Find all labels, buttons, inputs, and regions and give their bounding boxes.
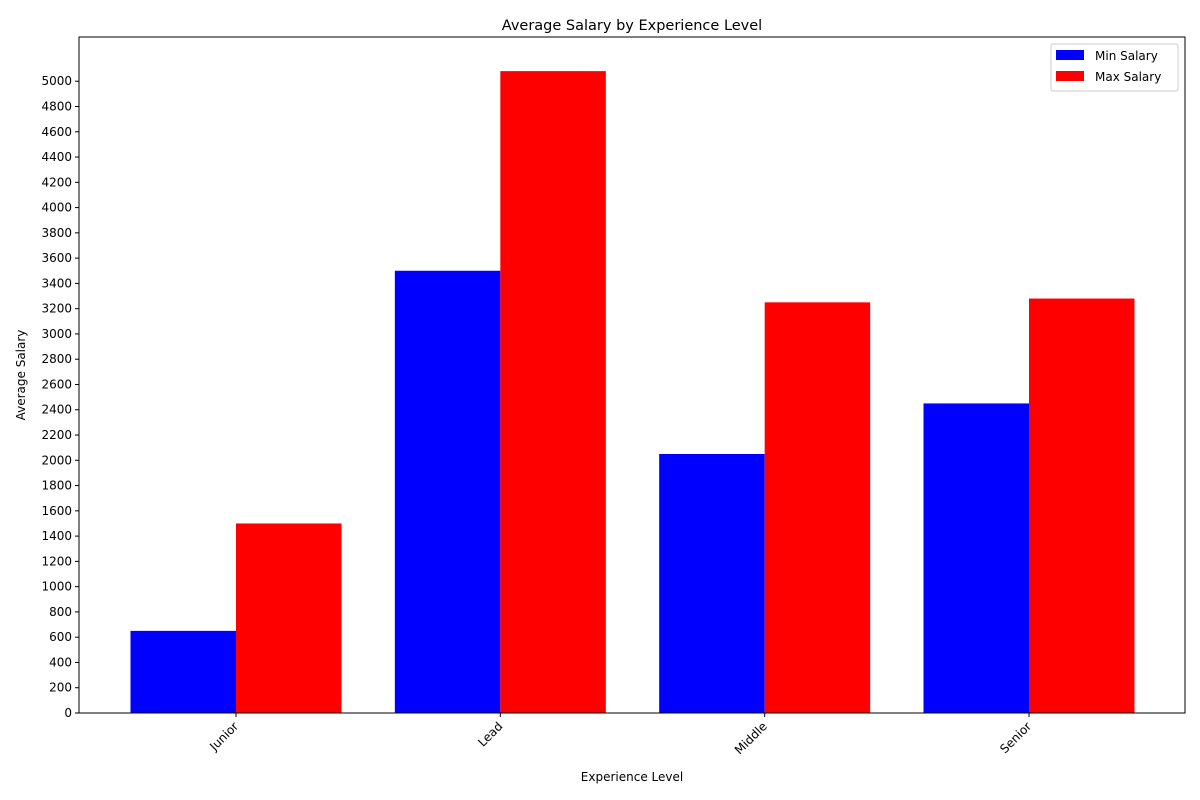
- legend: Min Salary Max Salary: [1050, 43, 1179, 92]
- bars-group: [130, 71, 1135, 713]
- y-tick-label: 3400: [41, 276, 72, 290]
- bar-junior-max: [236, 523, 342, 713]
- y-tick-label: 400: [49, 655, 72, 669]
- y-tick-label: 200: [49, 681, 72, 695]
- y-tick-label: 3600: [41, 251, 72, 265]
- y-tick-label: 1400: [41, 529, 72, 543]
- y-tick-label: 1600: [41, 504, 72, 518]
- legend-swatch-max: [1056, 71, 1084, 81]
- y-tick-label: 1800: [41, 479, 72, 493]
- y-tick-label: 3200: [41, 302, 72, 316]
- y-tick-label: 2200: [41, 428, 72, 442]
- y-tick-label: 2000: [41, 453, 72, 467]
- x-tick-label: Lead: [475, 719, 505, 749]
- legend-label-max: Max Salary: [1095, 70, 1161, 84]
- plot-frame: [78, 36, 1186, 714]
- y-tick-label: 4000: [41, 201, 72, 215]
- y-axis-label: Average Salary: [14, 330, 28, 421]
- y-axis: 0 200 400 600 800 1000 1200 1400 1600 1800 2000 220…: [41, 74, 79, 720]
- y-tick-label: 800: [49, 605, 72, 619]
- bar-middle-max: [764, 302, 871, 713]
- legend-swatch-min: [1056, 50, 1084, 60]
- bar-lead-min: [394, 270, 501, 713]
- bar-senior-max: [1029, 298, 1135, 713]
- y-tick-label: 2800: [41, 352, 72, 366]
- y-tick-label: 4600: [41, 125, 72, 139]
- x-tick-label: Middle: [732, 719, 770, 757]
- bar-middle-min: [659, 453, 765, 713]
- chart-title: Average Salary by Experience Level: [502, 18, 762, 34]
- y-tick-label: 4400: [41, 150, 72, 164]
- y-tick-label: 3000: [41, 327, 72, 341]
- y-tick-label: 2600: [41, 377, 72, 391]
- y-tick-label: 4800: [41, 99, 72, 113]
- bar-junior-min: [130, 630, 236, 713]
- y-tick-label: 3800: [41, 226, 72, 240]
- x-tick-label: Junior: [206, 719, 241, 754]
- bar-senior-min: [923, 403, 1029, 713]
- x-axis: Junior Lead Middle Senior: [206, 713, 1034, 757]
- x-tick-label: Senior: [997, 719, 1034, 756]
- legend-label-min: Min Salary: [1095, 49, 1158, 63]
- y-tick-label: 5000: [41, 74, 72, 88]
- y-tick-label: 1200: [41, 554, 72, 568]
- bar-lead-max: [500, 71, 606, 713]
- y-tick-label: 600: [49, 630, 72, 644]
- y-tick-label: 0: [64, 706, 72, 720]
- y-tick-label: 1000: [41, 580, 72, 594]
- x-axis-label: Experience Level: [581, 770, 683, 784]
- y-tick-label: 4200: [41, 175, 72, 189]
- y-tick-label: 2400: [41, 403, 72, 417]
